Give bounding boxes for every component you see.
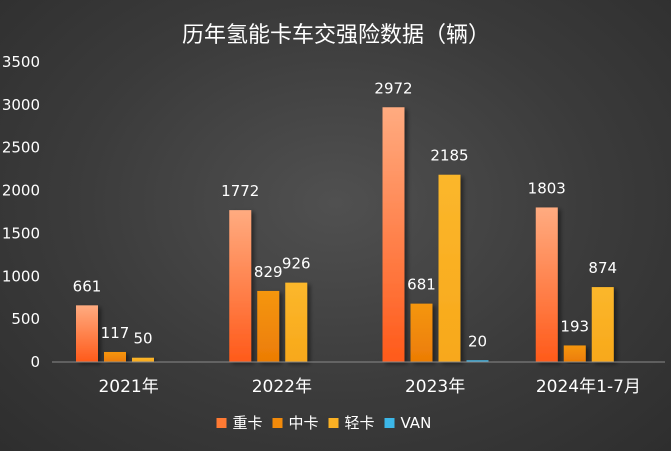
data-label: 829 [254,263,283,281]
data-label: 926 [282,255,311,273]
bar-VAN-2023年 [466,360,489,362]
data-label: 874 [588,259,617,277]
bar-中卡-2022年 [257,290,280,362]
data-label: 1803 [528,179,566,197]
y-tick-label: 0 [30,353,40,371]
legend-swatch [328,418,339,428]
data-labels-group: 661 117 50 1772 829 926 2972 681 2185 20 1803 193 87… [73,79,617,350]
legend-label: 中卡 [289,414,319,432]
legend-label: 重卡 [233,414,263,432]
data-label: 2185 [430,147,468,165]
data-label: 50 [133,330,152,348]
x-category-label: 2023年 [405,377,465,397]
legend-label: 轻卡 [345,414,375,432]
bar-重卡-2023年 [382,107,405,362]
x-category-label: 2024年1-7月 [536,377,641,397]
bar-轻卡-2023年 [438,174,461,362]
x-category-label: 2021年 [98,377,158,397]
bars-group [76,107,614,362]
y-tick-label: 2500 [2,139,40,157]
y-tick-label: 500 [11,310,40,328]
bar-重卡-2024年1-7月 [535,207,558,362]
data-label: 681 [407,276,436,294]
y-tick-label: 3000 [2,96,40,114]
data-label: 661 [73,277,102,295]
data-label: 193 [560,317,589,335]
bar-中卡-2021年 [104,351,126,362]
chart-title: 历年氢能卡车交强险数据（辆） [182,23,490,48]
data-label: 1772 [221,182,259,200]
x-axis: 2021年 2022年 2023年 2024年1-7月 [52,361,665,397]
y-tick-label: 2000 [2,182,40,200]
bar-中卡-2023年 [410,303,433,362]
legend-label: VAN [401,414,432,432]
bar-重卡-2021年 [76,305,98,362]
legend-swatch [216,418,227,428]
data-label: 117 [101,324,130,342]
bar-轻卡-2022年 [285,282,308,362]
y-tick-label: 1500 [2,224,40,242]
bar-重卡-2022年 [229,210,252,362]
y-tick-label: 1000 [2,267,40,285]
data-label: 20 [468,332,487,350]
data-label: 2972 [374,79,412,97]
legend-swatch [384,418,395,428]
legend: 重卡 中卡 轻卡 VAN [216,414,432,432]
y-axis: 0 500 1000 1500 2000 2500 3000 3500 [2,53,40,371]
bar-轻卡-2021年 [132,357,154,362]
x-category-label: 2022年 [252,377,312,397]
y-tick-label: 3500 [2,53,40,71]
legend-swatch [272,418,283,428]
bar-中卡-2024年1-7月 [563,345,586,362]
bar-轻卡-2024年1-7月 [591,287,614,362]
